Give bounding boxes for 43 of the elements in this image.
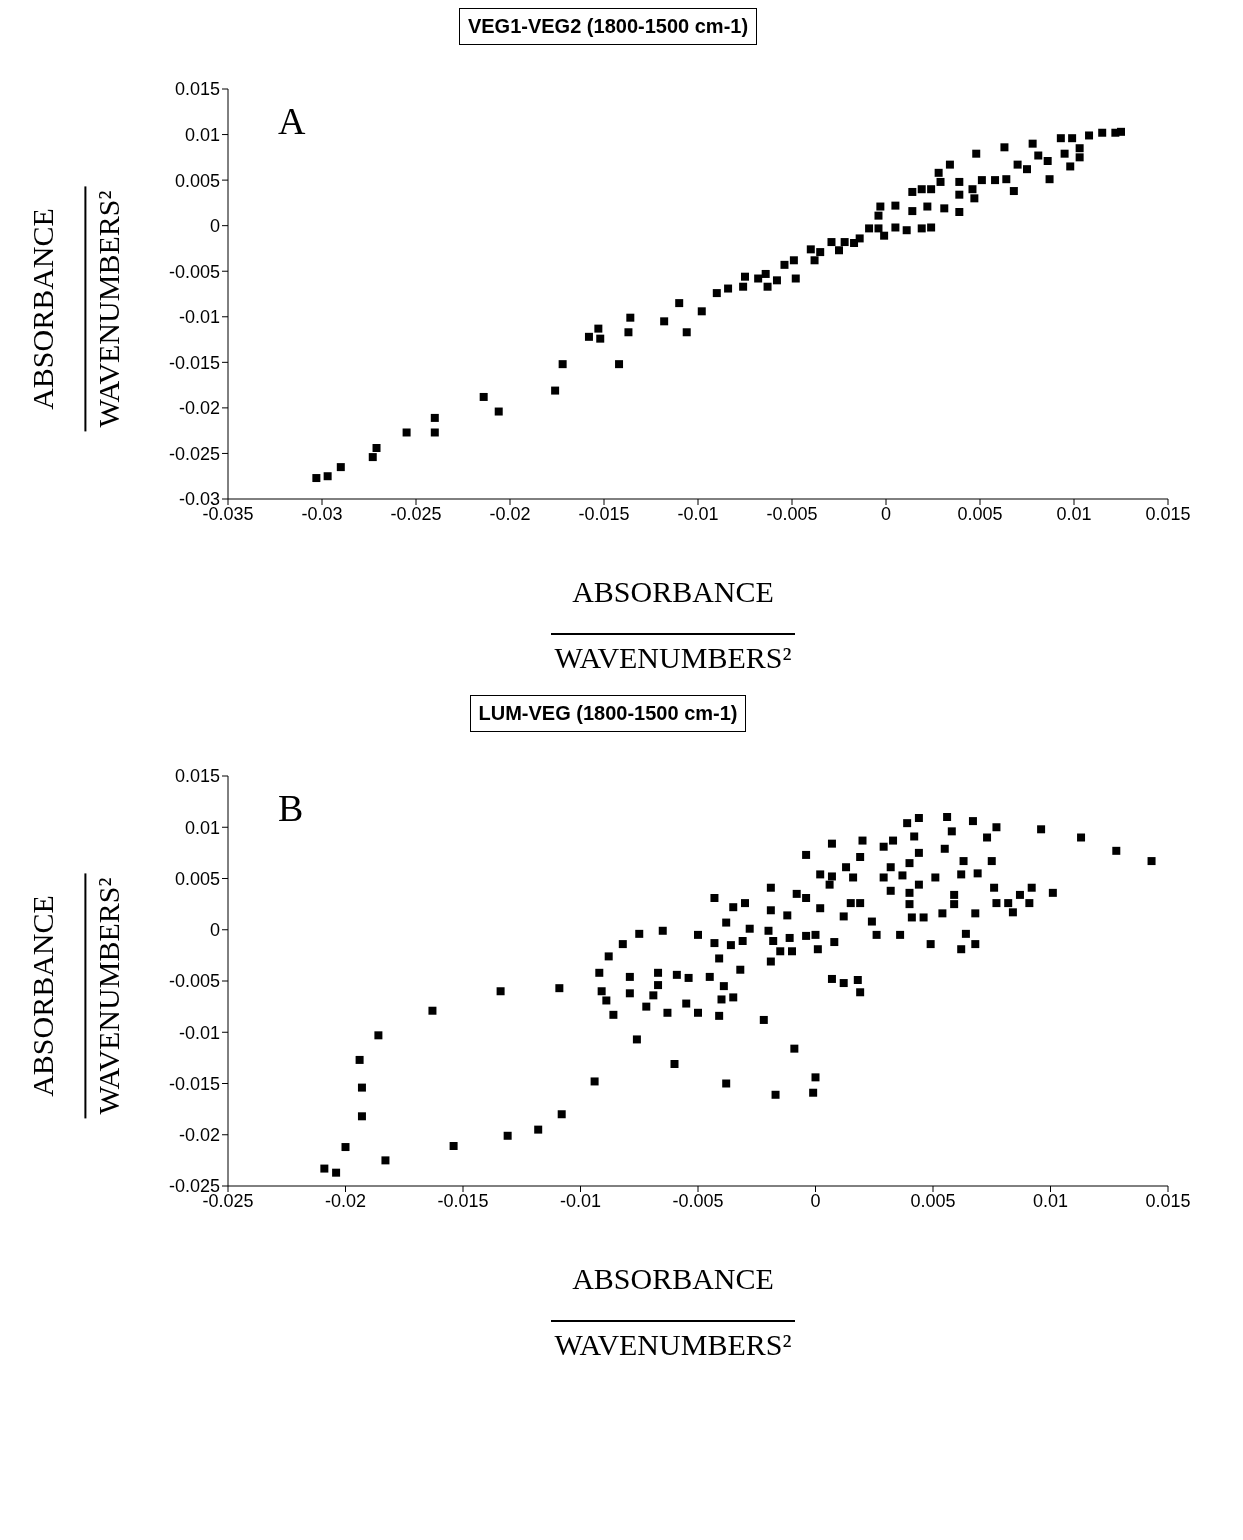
y-tick-label: -0.02 (178, 398, 220, 419)
y-tick-label: -0.01 (178, 307, 220, 328)
x-tick-label: 0.005 (910, 1190, 956, 1211)
y-axis-title: ABSORBANCE WAVENUMBERS² (25, 189, 126, 430)
annotation: A (278, 99, 306, 143)
x-tick-label: -0.02 (489, 503, 531, 524)
y-tick-label: -0.005 (168, 971, 220, 992)
y-tick-label: 0.005 (174, 868, 220, 889)
x-tick-label: 0.005 (957, 503, 1003, 524)
x-tick-label: 0 (810, 1190, 821, 1211)
y-tick-label: 0.01 (184, 817, 220, 838)
x-tick-label: -0.015 (578, 503, 630, 524)
x-tick-label: 0.01 (1056, 503, 1092, 524)
x-tick-label: 0.01 (1032, 1190, 1069, 1211)
x-axis-title: ABSORBANCE WAVENUMBERS² (553, 574, 793, 675)
x-tick-label: -0.005 (766, 503, 818, 524)
y-tick-label: 0 (209, 920, 220, 941)
y-tick-label: -0.015 (168, 352, 220, 373)
x-tick-label: -0.005 (672, 1190, 724, 1211)
y-tick-label: -0.025 (168, 443, 220, 464)
y-axis-title: ABSORBANCE WAVENUMBERS² (25, 876, 126, 1117)
y-tick-label: -0.015 (168, 1073, 220, 1094)
y-tick-label: -0.01 (178, 1022, 220, 1043)
x-tick-label: 0.015 (1145, 1190, 1191, 1211)
x-tick-label: -0.025 (390, 503, 442, 524)
x-tick-label: 0 (880, 503, 892, 524)
x-tick-label: 0.015 (1145, 503, 1191, 524)
x-tick-label: -0.03 (301, 503, 343, 524)
x-tick-label: -0.01 (677, 503, 719, 524)
x-axis-title: ABSORBANCE WAVENUMBERS² (553, 1261, 793, 1362)
annotation: B (278, 786, 304, 830)
y-tick-label: 0.015 (174, 766, 220, 787)
y-tick-label: -0.02 (178, 1125, 220, 1146)
x-tick-label: -0.02 (324, 1190, 367, 1211)
chart-title: VEG1-VEG2 (1800-1500 cm-1) (458, 8, 758, 45)
x-tick-label: -0.01 (559, 1190, 602, 1211)
y-tick-label: 0.015 (174, 79, 220, 100)
y-tick-label: -0.005 (168, 261, 220, 282)
y-tick-label: 0.005 (174, 170, 220, 191)
y-tick-label: 0.01 (184, 124, 220, 145)
x-tick-label: -0.015 (437, 1190, 489, 1211)
y-tick-label: 0 (209, 216, 220, 237)
chart-title: LUM-VEG (1800-1500 cm-1) (469, 695, 747, 732)
